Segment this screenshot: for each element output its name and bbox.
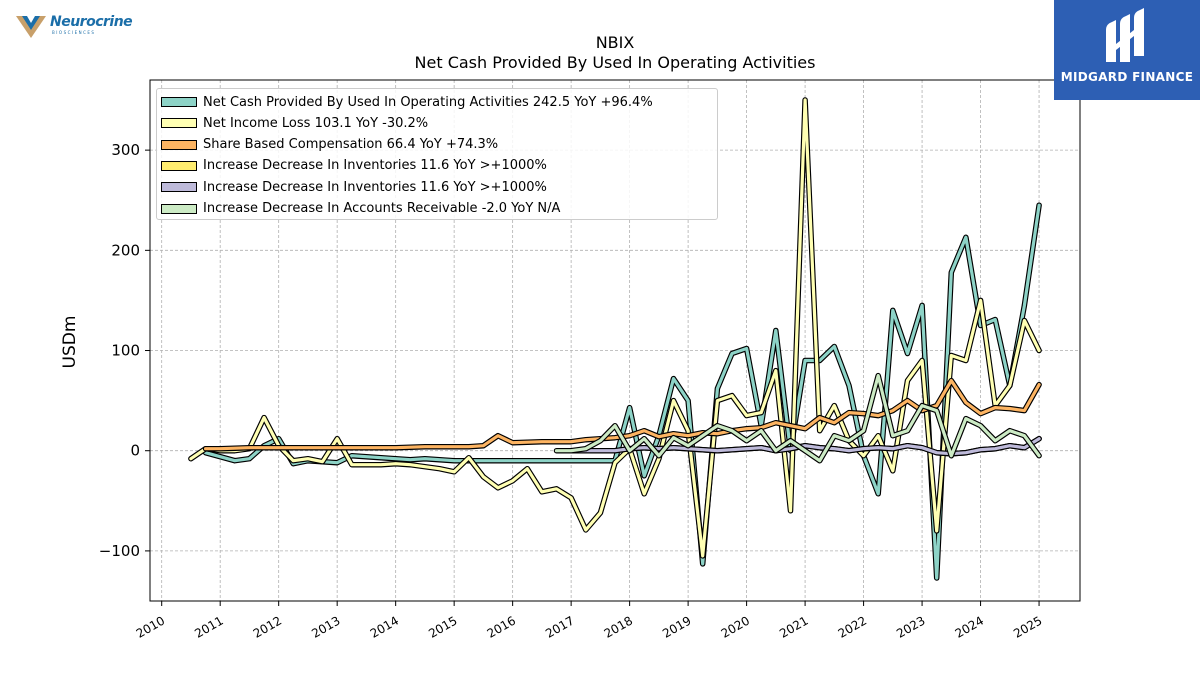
legend-item: Share Based Compensation 66.4 YoY +74.3%	[161, 136, 498, 154]
x-tick-label: 2019	[660, 613, 693, 640]
legend-swatch	[161, 97, 197, 107]
legend-label: Share Based Compensation 66.4 YoY +74.3%	[203, 137, 499, 153]
x-tick-label: 2018	[602, 613, 635, 640]
x-tick-label: 2012	[251, 613, 284, 640]
series-2	[202, 377, 1042, 452]
legend: Net Cash Provided By Used In Operating A…	[156, 88, 718, 220]
company-subtitle: BIOSCIENCES	[52, 30, 96, 35]
brand-mark-icon	[1106, 8, 1144, 62]
x-tick-label: 2014	[368, 613, 401, 640]
legend-label: Increase Decrease In Accounts Receivable…	[203, 201, 561, 216]
x-tick-label: 2016	[485, 613, 518, 640]
series-0	[202, 202, 1042, 581]
series-line	[204, 203, 1041, 580]
x-tick-label: 2022	[836, 613, 869, 640]
y-tick-label: 200	[111, 241, 140, 259]
legend-swatch	[161, 203, 197, 214]
company-name: Neurocrine	[50, 14, 133, 30]
legend-label: Increase Decrease In Inventories 11.6 Yo…	[203, 158, 547, 174]
legend-label: Increase Decrease In Inventories 11.6 Yo…	[203, 179, 547, 195]
chart-subtitle: Net Cash Provided By Used In Operating A…	[414, 53, 816, 72]
company-logo	[14, 12, 144, 40]
legend-item: Increase Decrease In Accounts Receivable…	[161, 200, 560, 218]
x-tick-label: 2017	[543, 613, 576, 640]
brand-logo: MIDGARD FINANCE	[1054, 0, 1200, 100]
y-axis: −100 0 100 200 300	[99, 141, 150, 560]
y-axis-label: USDm	[60, 316, 80, 369]
company-logo-icon	[16, 16, 46, 38]
y-tick-label: −100	[99, 542, 140, 560]
y-tick-label: 300	[111, 141, 140, 159]
x-tick-label: 2023	[894, 613, 927, 640]
legend-item: Net Income Loss 103.1 YoY -30.2%	[161, 114, 428, 132]
x-tick-label: 2021	[777, 613, 810, 640]
y-tick-label: 0	[130, 442, 140, 460]
legend-swatch	[161, 160, 197, 171]
x-axis: 2010 2011 2012 2013 2014 2015 2016 2017 2018 2019…	[134, 601, 1045, 641]
x-tick-label: 2013	[309, 613, 342, 640]
y-tick-label: 100	[111, 342, 140, 360]
series-line	[554, 374, 1041, 463]
series-outline	[202, 202, 1042, 581]
legend-item: Increase Decrease In Inventories 11.6 Yo…	[161, 157, 547, 175]
plot-frame	[149, 79, 1081, 602]
legend-label: Net Income Loss 103.1 YoY -30.2%	[203, 115, 429, 131]
chart-title: NBIX	[595, 33, 635, 52]
series-line	[204, 379, 1041, 451]
legend-swatch	[161, 139, 197, 150]
legend-swatch	[161, 182, 197, 193]
brand-name: MIDGARD FINANCE	[1060, 70, 1194, 84]
series-5	[553, 372, 1042, 464]
x-tick-label: 2025	[1011, 613, 1044, 640]
x-tick-label: 2024	[953, 613, 986, 640]
x-tick-label: 2015	[426, 613, 459, 640]
series-layer	[188, 97, 1042, 581]
x-tick-label: 2010	[134, 613, 167, 640]
x-tick-label: 2020	[719, 613, 752, 640]
legend-label: Net Cash Provided By Used In Operating A…	[203, 94, 653, 110]
legend-item: Net Cash Provided By Used In Operating A…	[161, 93, 653, 111]
legend-item: Increase Decrease In Inventories 11.6 Yo…	[161, 178, 547, 196]
legend-swatch	[161, 118, 197, 129]
x-tick-label: 2011	[192, 613, 225, 640]
